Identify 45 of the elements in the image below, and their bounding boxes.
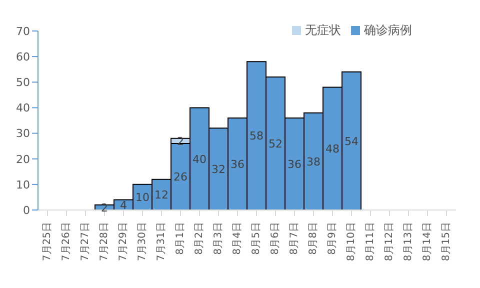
x-tick-label: 8月1日 [175, 222, 186, 255]
data-label: 52 [268, 137, 282, 150]
y-tick-label: 30 [16, 127, 30, 140]
x-tick-label: 7月28日 [99, 222, 110, 262]
data-label: 48 [326, 142, 340, 156]
x-tick-label: 8月13日 [403, 222, 414, 262]
x-tick-label: 8月14日 [422, 222, 433, 262]
y-tick-label: 60 [16, 50, 30, 64]
x-tick-label: 7月27日 [80, 222, 91, 262]
x-tick-label: 7月26日 [61, 222, 72, 262]
x-tick-label: 8月9日 [327, 222, 338, 255]
data-label: 12 [154, 188, 168, 202]
x-tick-label: 7月31日 [156, 222, 167, 262]
data-label: 36 [288, 158, 302, 171]
x-tick-label: 8月12日 [384, 222, 395, 262]
x-tick-label: 8月8日 [308, 222, 319, 255]
legend-label: 确诊病例 [364, 23, 412, 37]
x-tick-label: 7月25日 [42, 222, 53, 262]
data-label: 10 [136, 191, 150, 204]
data-label: 26 [174, 170, 188, 184]
x-tick-label: 7月30日 [137, 222, 148, 262]
data-label: 32 [212, 162, 226, 176]
y-tick-label: 20 [16, 152, 30, 166]
x-tick-label: 8月2日 [194, 222, 205, 255]
x-tick-label: 8月3日 [213, 222, 224, 255]
y-tick-label: 10 [16, 178, 30, 192]
x-tick-label: 8月5日 [251, 222, 262, 255]
data-label: 58 [250, 130, 264, 143]
y-tick-label: 70 [16, 24, 30, 38]
y-tick-label: 0 [23, 204, 30, 217]
y-tick-label: 40 [16, 102, 30, 115]
x-tick-label: 8月15日 [441, 222, 452, 262]
data-label: 40 [192, 152, 206, 166]
x-tick-label: 8月7日 [289, 222, 300, 255]
data-label: 38 [306, 155, 320, 168]
x-tick-label: 8月6日 [270, 222, 281, 255]
x-tick-label: 8月4日 [232, 222, 243, 255]
y-tick-label: 50 [16, 76, 30, 90]
data-label: 36 [230, 158, 244, 171]
x-tick-label: 7月29日 [118, 222, 129, 262]
legend-label: 无症状 [305, 23, 341, 37]
data-label: 4 [120, 198, 127, 212]
x-tick-label: 8月11日 [365, 222, 376, 262]
data-label: 54 [344, 134, 358, 148]
x-tick-label: 8月10日 [346, 222, 357, 262]
